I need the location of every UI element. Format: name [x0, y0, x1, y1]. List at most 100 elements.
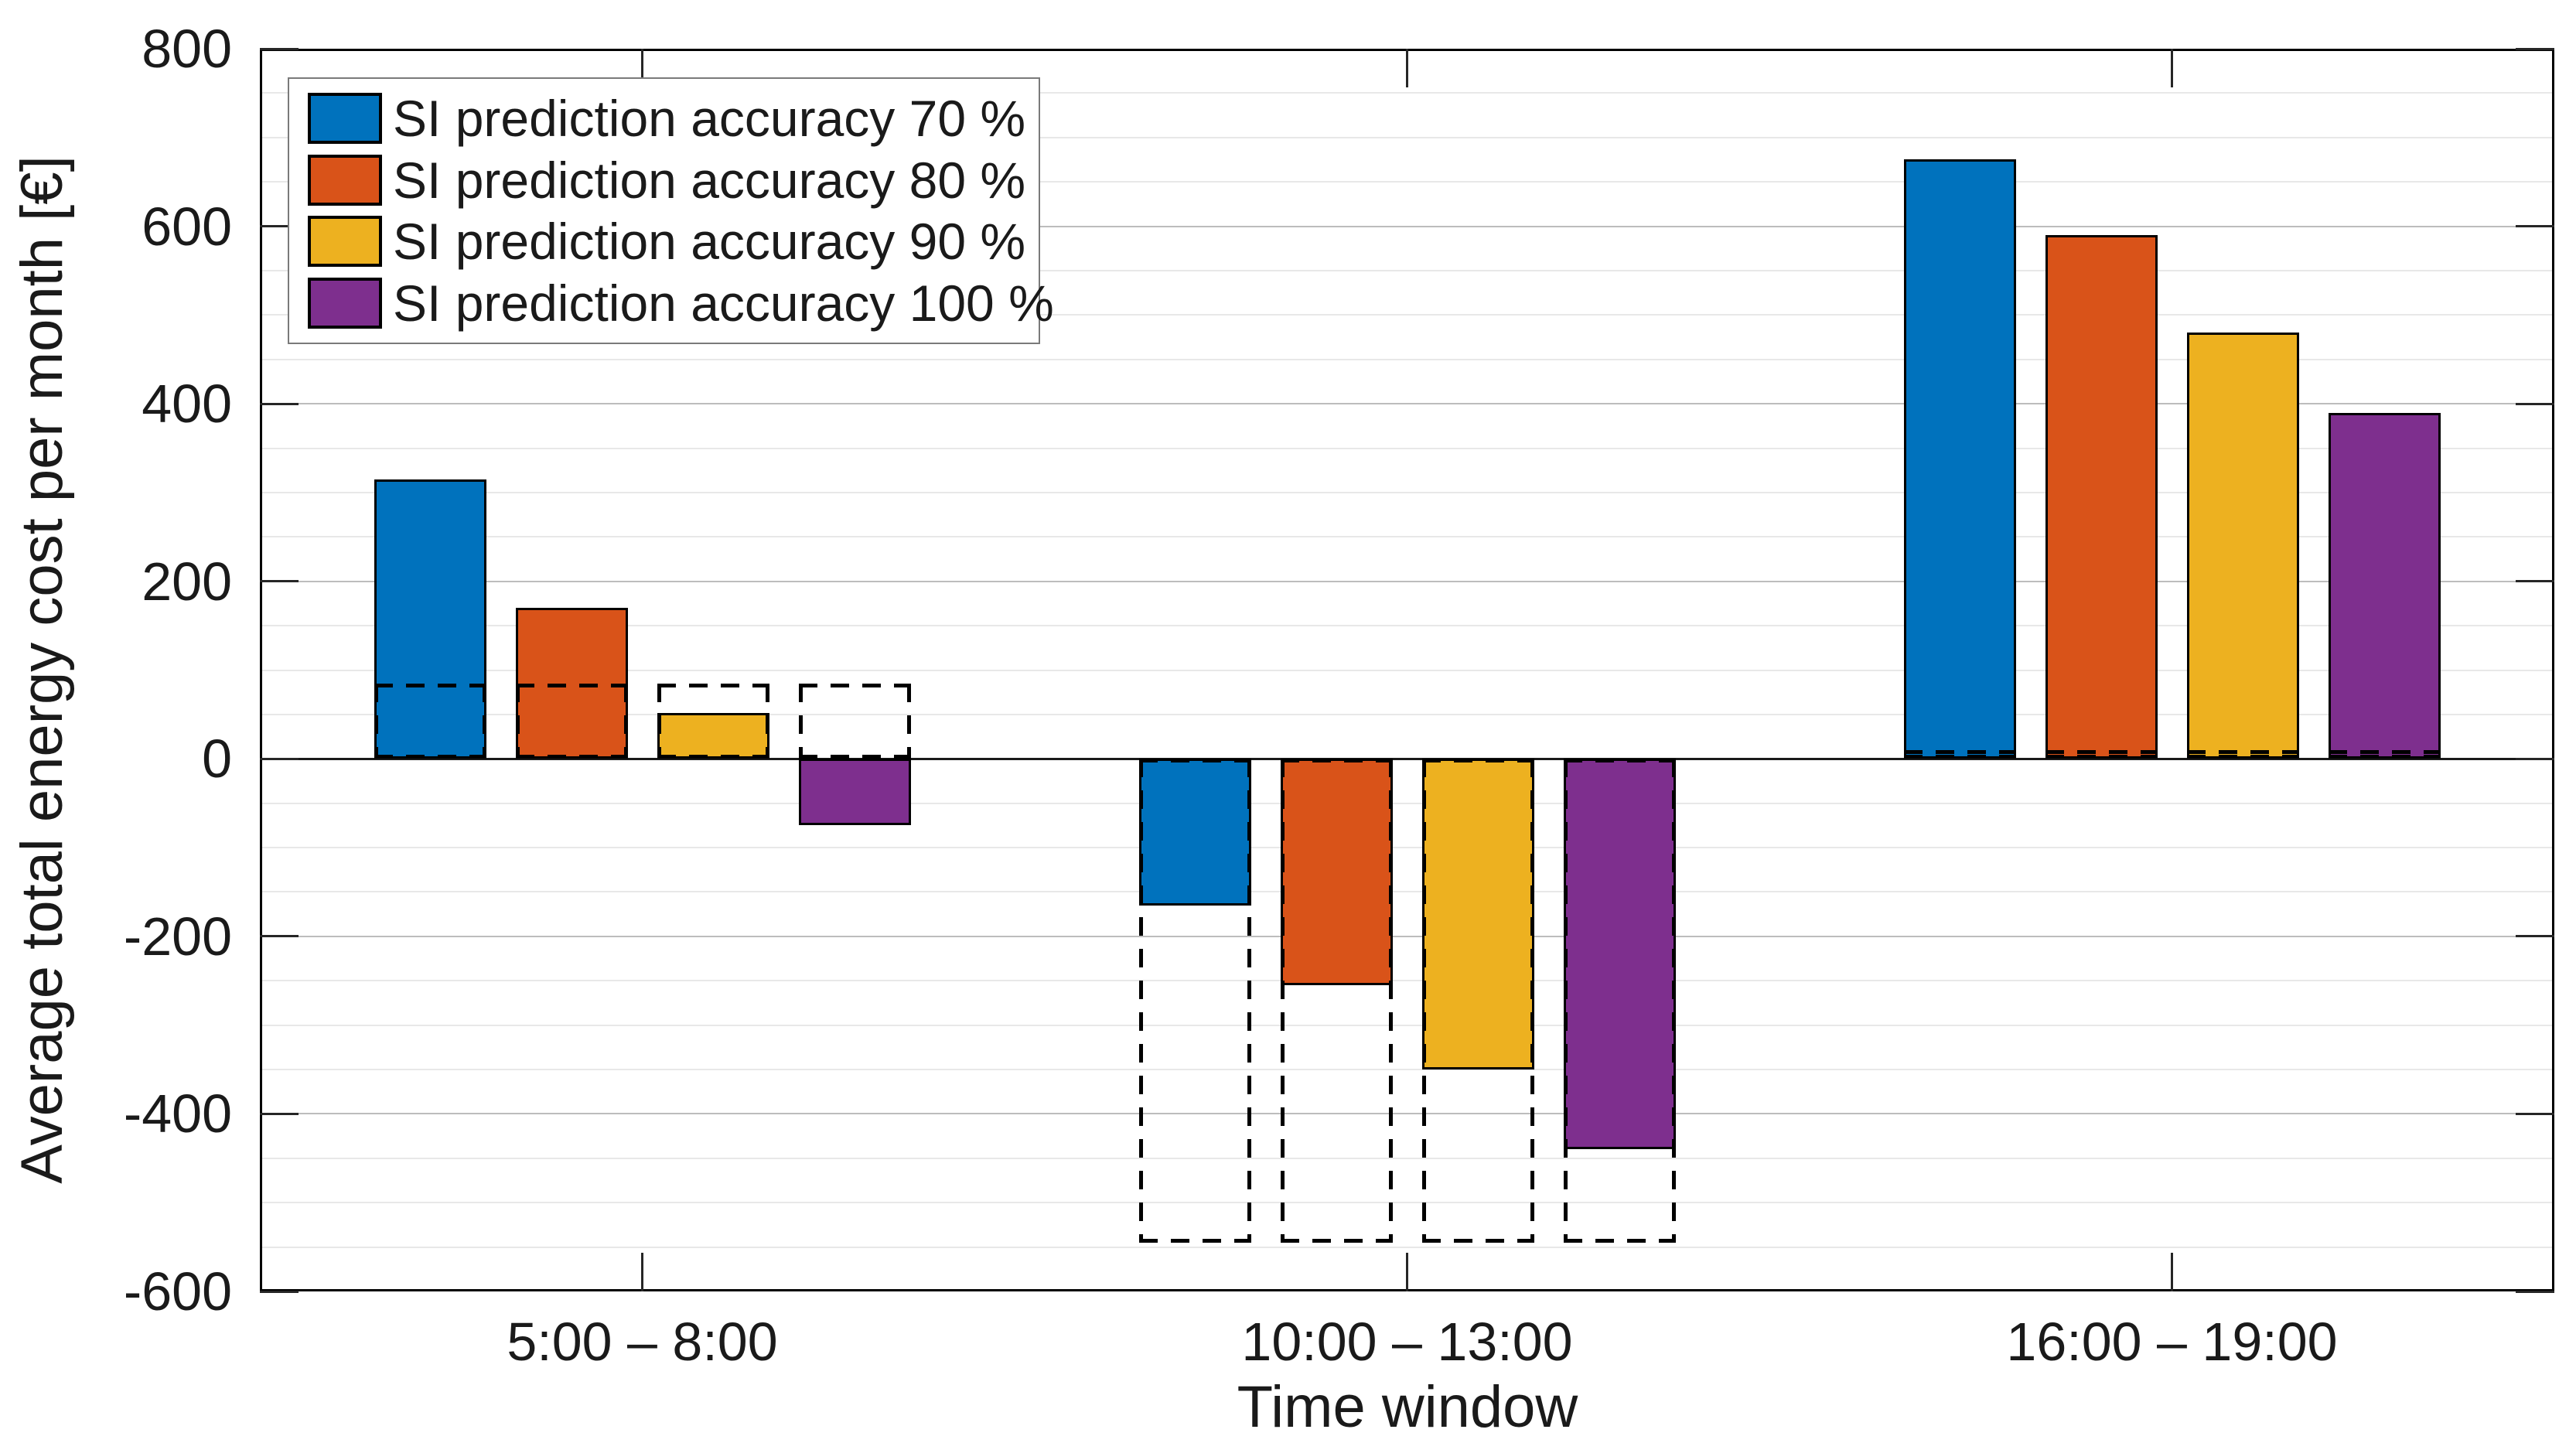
legend-swatch — [308, 154, 382, 206]
reference-dashed-right — [1247, 759, 1251, 1243]
y-tick — [260, 47, 299, 50]
minor-gridline — [260, 491, 2554, 493]
reference-dashed-left — [798, 683, 803, 759]
minor-gridline — [260, 625, 2554, 627]
reference-dashed-top — [657, 683, 769, 687]
y-tick-right — [2516, 757, 2554, 760]
reference-dashed-right — [1530, 759, 1534, 1243]
minor-gridline — [260, 980, 2554, 982]
reference-dashed-bottom — [1421, 1238, 1534, 1243]
minor-gridline — [260, 358, 2554, 360]
y-tick — [260, 580, 299, 583]
minor-gridline — [260, 269, 2554, 271]
legend-swatch — [308, 278, 382, 329]
legend-item-label: SI prediction accuracy 80 % — [393, 151, 1026, 209]
reference-dashed-bottom — [1280, 1238, 1393, 1243]
reference-dashed-bottom — [2328, 755, 2441, 759]
x-axis-title: Time window — [1237, 1374, 1578, 1440]
minor-gridline — [260, 447, 2554, 449]
y-tick-label: -200 — [123, 906, 232, 967]
minor-gridline — [260, 181, 2554, 183]
y-tick — [260, 1112, 299, 1115]
minor-gridline — [260, 1069, 2554, 1071]
y-tick-label: -400 — [123, 1083, 232, 1145]
plot-spine-right — [2552, 49, 2554, 1291]
y-tick — [260, 935, 299, 938]
reference-dashed-top — [798, 683, 911, 687]
reference-dashed-left — [515, 683, 520, 759]
x-tick-top — [2171, 49, 2173, 87]
legend-item: SI prediction accuracy 90 % — [308, 214, 1031, 268]
reference-layer — [260, 49, 2554, 1291]
major-gridline — [260, 403, 2554, 405]
zero-axis-line — [260, 757, 2554, 760]
y-tick-label: -600 — [123, 1261, 232, 1322]
y-tick-right — [2516, 402, 2554, 405]
reference-dashed-bottom — [515, 755, 628, 759]
reference-dashed-bottom — [374, 755, 486, 759]
reference-dashed-bottom — [2045, 755, 2158, 759]
reference-dashed-right — [1388, 759, 1393, 1243]
y-tick-right — [2516, 935, 2554, 938]
x-tick-label: 5:00 – 8:00 — [507, 1312, 778, 1372]
reference-dashed-top — [1280, 759, 1393, 763]
reference-dashed-right — [906, 683, 911, 759]
major-gridline — [260, 1113, 2554, 1115]
y-tick — [260, 402, 299, 405]
bar — [1138, 759, 1251, 906]
y-tick-right — [2516, 1290, 2554, 1293]
legend: SI prediction accuracy 70 % SI predictio… — [288, 77, 1054, 344]
reference-dashed-top — [515, 683, 628, 687]
x-tick — [1406, 1253, 1408, 1291]
reference-dashed-left — [657, 683, 661, 759]
legend-swatch — [308, 92, 382, 144]
reference-dashed-top — [374, 683, 486, 687]
reference-dashed-bottom — [2186, 755, 2299, 759]
x-tick-label: 10:00 – 13:00 — [1241, 1312, 1573, 1372]
reference-dashed-left — [1138, 759, 1143, 1243]
reference-dashed-top — [1421, 759, 1534, 763]
reference-dashed-top — [2186, 749, 2299, 754]
reference-dashed-top — [2328, 749, 2441, 754]
reference-dashed-right — [1671, 759, 1676, 1243]
reference-dashed-top — [1138, 759, 1251, 763]
reference-dashed-left — [1563, 759, 1568, 1243]
bar — [2328, 412, 2441, 759]
reference-dashed-top — [1903, 749, 2016, 754]
legend-item: SI prediction accuracy 100 % — [308, 276, 1054, 330]
minor-gridline — [260, 1246, 2554, 1248]
legend-item-label: SI prediction accuracy 100 % — [393, 275, 1054, 333]
reference-dashed-bottom — [1563, 1238, 1676, 1243]
plot-spine-left — [260, 49, 262, 1291]
reference-dashed-left — [1421, 759, 1426, 1243]
reference-dashed-right — [482, 683, 486, 759]
minor-gridline — [260, 713, 2554, 715]
axes-layer — [260, 47, 2554, 1293]
reference-dashed-bottom — [1903, 755, 2016, 759]
x-tick — [2171, 1253, 2173, 1291]
major-gridline — [260, 225, 2554, 227]
minor-gridline — [260, 669, 2554, 671]
y-tick-right — [2516, 225, 2554, 228]
y-tick — [260, 225, 299, 228]
minor-gridline — [260, 1024, 2554, 1026]
bars-layer — [260, 49, 2554, 1291]
y-tick-label: 600 — [142, 196, 232, 257]
y-tick — [260, 1290, 299, 1293]
legend-swatch — [308, 216, 382, 268]
minor-gridline — [260, 802, 2554, 804]
y-tick-right — [2516, 1112, 2554, 1115]
legend-item-label: SI prediction accuracy 70 % — [393, 89, 1026, 147]
x-tick-top — [641, 49, 643, 87]
x-tick-top — [1406, 49, 1408, 87]
minor-gridline — [260, 136, 2554, 138]
reference-dashed-bottom — [798, 755, 911, 759]
y-tick-label: 200 — [142, 551, 232, 612]
y-tick — [260, 757, 299, 760]
legend-item-label: SI prediction accuracy 90 % — [393, 213, 1026, 271]
minor-gridline — [260, 314, 2554, 316]
bar — [374, 479, 486, 759]
minor-gridline — [260, 92, 2554, 94]
grid-layer — [260, 49, 2554, 1291]
y-tick-label: 400 — [142, 374, 232, 435]
